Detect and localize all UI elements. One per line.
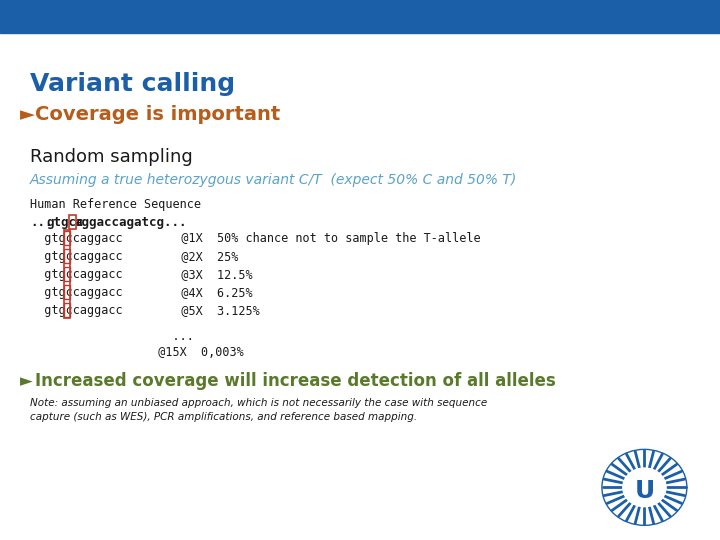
Text: Note: assuming an unbiased approach, which is not necessarily the case with sequ: Note: assuming an unbiased approach, whi…	[30, 398, 487, 408]
Text: @1X  50% chance not to sample the T-allele: @1X 50% chance not to sample the T-allel…	[103, 232, 480, 245]
Text: gtgcc: gtgcc	[47, 216, 84, 229]
Text: Increased coverage will increase detection of all alleles: Increased coverage will increase detecti…	[35, 372, 556, 390]
Text: gtgccaggacc: gtgccaggacc	[30, 304, 122, 317]
Text: @2X  25%: @2X 25%	[103, 250, 238, 263]
Text: aggaccagatcg...: aggaccagatcg...	[75, 216, 187, 229]
Text: gtgccaggacc: gtgccaggacc	[30, 250, 122, 263]
Text: gtgccaggacc: gtgccaggacc	[30, 286, 122, 299]
Text: ...: ...	[30, 216, 53, 229]
Bar	[63, 231, 70, 245]
Text: Random sampling: Random sampling	[30, 148, 193, 166]
Text: @3X  12.5%: @3X 12.5%	[103, 268, 253, 281]
Text: Coverage is important: Coverage is important	[35, 105, 280, 124]
Text: ►: ►	[20, 372, 32, 390]
Bar	[63, 249, 70, 263]
Text: @5X  3.125%: @5X 3.125%	[103, 304, 259, 317]
Text: @4X  6.25%: @4X 6.25%	[103, 286, 253, 299]
Text: ►: ►	[20, 105, 35, 124]
Text: @15X  0,003%: @15X 0,003%	[30, 346, 244, 359]
Text: gtgccaggacc: gtgccaggacc	[30, 268, 122, 281]
Text: U: U	[634, 479, 654, 503]
Bar	[63, 267, 70, 281]
Bar	[63, 303, 70, 317]
Bar	[69, 215, 76, 229]
Circle shape	[623, 468, 666, 507]
Text: Variant calling: Variant calling	[30, 72, 235, 96]
Bar	[63, 285, 70, 299]
Text: Assuming a true heterozygous variant C/T  (expect 50% C and 50% T): Assuming a true heterozygous variant C/T…	[30, 173, 517, 187]
Bar	[63, 230, 70, 318]
Text: gtgccaggacc: gtgccaggacc	[30, 232, 122, 245]
Text: Human Reference Sequence: Human Reference Sequence	[30, 198, 201, 211]
Text: capture (such as WES), PCR amplifications, and reference based mapping.: capture (such as WES), PCR amplification…	[30, 412, 417, 422]
Bar	[0, 0, 720, 33]
Text: ...: ...	[30, 330, 194, 343]
